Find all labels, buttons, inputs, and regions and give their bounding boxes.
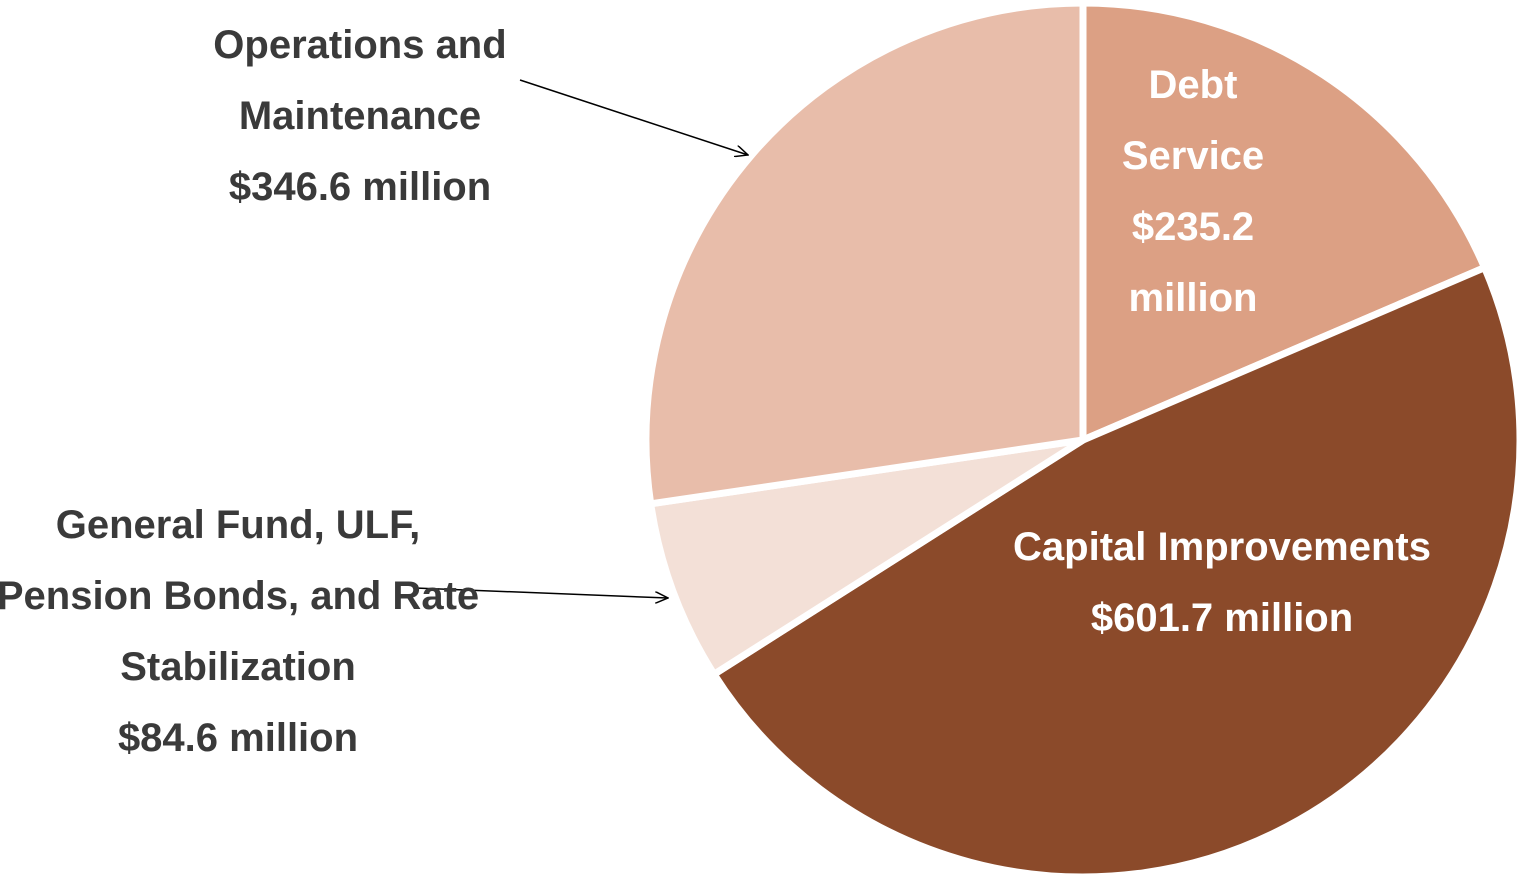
leader-line: [519, 79, 748, 155]
pie-slice: [642, 0, 1087, 508]
category-label: Capital Improvements: [1013, 525, 1431, 569]
pie: [642, 0, 1522, 881]
value-label: $84.6 million: [117, 716, 359, 760]
data-label: Operations and Maintenance $346.6 million: [140, 10, 580, 223]
pie-slice: [710, 264, 1522, 881]
category-label: General Fund, ULF, Pension Bonds, and Ra…: [0, 503, 480, 689]
data-label: Debt Service $235.2 million: [1088, 50, 1298, 334]
pie-slice: [1079, 0, 1489, 444]
value-label: $235.2 million: [1128, 205, 1258, 320]
category-label: Operations and Maintenance: [213, 23, 507, 138]
data-label: General Fund, ULF, Pension Bonds, and Ra…: [0, 490, 483, 774]
leader-line: [414, 587, 668, 598]
pie-slice: [647, 436, 1087, 678]
value-label: $601.7 million: [1090, 596, 1354, 640]
value-label: $346.6 million: [228, 165, 492, 209]
data-label: Capital Improvements $601.7 million: [1012, 512, 1432, 654]
category-label: Debt Service: [1121, 63, 1265, 178]
